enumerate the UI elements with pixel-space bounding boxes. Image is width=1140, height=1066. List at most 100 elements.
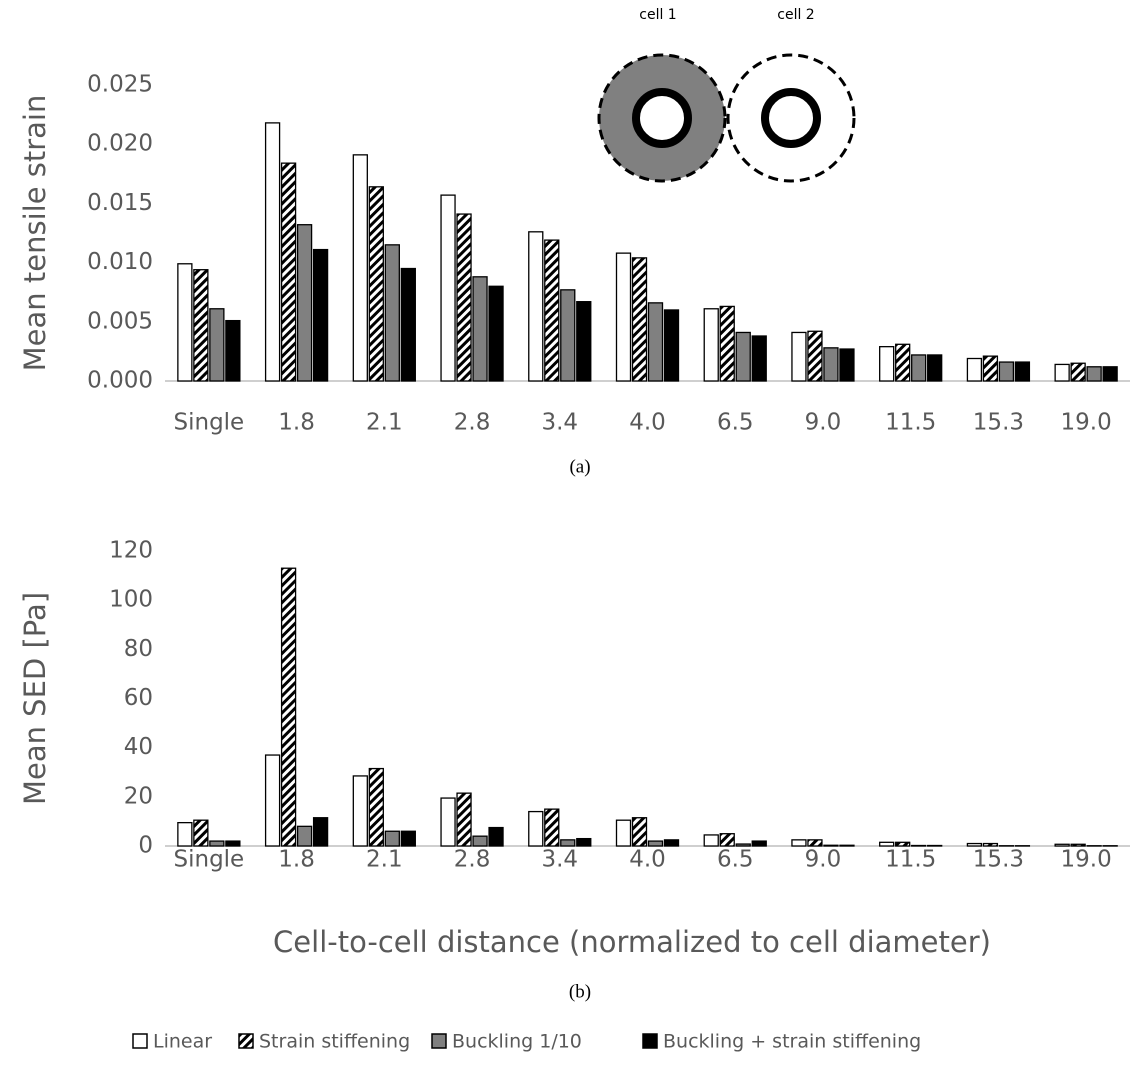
x-tick-label: 3.4: [541, 847, 578, 873]
annotation: cell 1: [639, 7, 676, 23]
bar: [1054, 363, 1070, 382]
bar: [296, 224, 313, 382]
y-tick-label: 60: [124, 685, 153, 711]
x-tick-label: 9.0: [805, 410, 842, 436]
legend-swatch: [431, 1033, 447, 1049]
bar: [352, 154, 368, 382]
bar: [280, 567, 297, 847]
y-tick-label: 100: [109, 587, 153, 613]
bar: [296, 825, 313, 847]
bar: [1054, 843, 1070, 847]
y-tick-label: 0.025: [87, 72, 153, 98]
bar: [1102, 366, 1118, 382]
bar: [264, 754, 281, 847]
x-tick-label: 6.5: [717, 410, 754, 436]
bar: [615, 252, 632, 382]
bar: [560, 839, 576, 847]
bar: [560, 289, 576, 382]
bar: [703, 834, 719, 847]
y-tick-label: 20: [124, 783, 153, 809]
bar: [791, 331, 807, 382]
bar: [823, 844, 839, 847]
bar: [528, 810, 544, 847]
bar: [264, 122, 281, 382]
bar: [647, 840, 664, 847]
bar: [982, 355, 999, 382]
bar: [384, 830, 400, 847]
x-tick-label: 15.3: [973, 410, 1024, 436]
x-tick-label: 15.3: [973, 847, 1024, 873]
inset-diagram: [597, 53, 856, 183]
legend-swatch: [132, 1033, 148, 1049]
bar: [400, 267, 416, 382]
bar: [751, 840, 767, 847]
bar: [966, 357, 983, 382]
bar: [576, 301, 592, 382]
bar: [631, 257, 648, 382]
x-tick-label: 2.8: [454, 410, 491, 436]
bar: [472, 276, 488, 382]
x-tick-label: 9.0: [805, 847, 842, 873]
y-tick-label: 40: [124, 734, 153, 760]
bar: [488, 285, 504, 382]
bar: [368, 767, 384, 847]
x-tick-label: 19.0: [1061, 410, 1112, 436]
bar: [177, 263, 193, 382]
y-tick-label: 80: [124, 636, 153, 662]
y-tick-label: 0.010: [87, 249, 153, 275]
bar: [879, 841, 895, 847]
bar: [1070, 843, 1086, 847]
bar: [719, 833, 735, 847]
bar: [751, 335, 767, 382]
legend-label: Linear: [153, 1031, 212, 1053]
bar: [177, 821, 193, 847]
bar: [982, 842, 999, 847]
legend-swatch: [238, 1033, 254, 1049]
x-tick-label: 4.0: [629, 410, 666, 436]
bar: [352, 775, 368, 847]
bar: [576, 837, 592, 847]
bar: [807, 839, 823, 847]
bar: [312, 817, 329, 847]
bar: [456, 213, 472, 382]
bar: [225, 840, 241, 847]
bar: [879, 346, 895, 382]
bar: [280, 162, 297, 382]
x-tick-label: 2.1: [366, 410, 403, 436]
y-tick-label: 0.005: [87, 308, 153, 334]
y-axis-title: Mean SED [Pa]: [18, 592, 52, 805]
bar: [807, 330, 823, 382]
y-axis-title: Mean tensile strain: [18, 95, 52, 372]
bar: [839, 844, 855, 847]
caption: (b): [569, 981, 591, 1002]
bar: [456, 792, 472, 847]
bar: [927, 354, 943, 382]
bar: [615, 819, 632, 847]
bar: [703, 308, 719, 382]
x-tick-label: Single: [174, 847, 245, 873]
bar: [368, 186, 384, 382]
bar: [895, 841, 911, 847]
bar: [719, 305, 735, 382]
bar: [193, 819, 209, 847]
bar: [400, 830, 416, 847]
y-tick-label: 120: [109, 538, 153, 564]
caption: (a): [569, 456, 590, 477]
bar: [193, 269, 209, 382]
bar: [895, 343, 911, 382]
bar: [209, 840, 225, 847]
y-tick-label: 0.000: [87, 368, 153, 394]
bar: [823, 347, 839, 382]
legend-swatch: [642, 1033, 658, 1049]
bar: [472, 835, 488, 847]
bar: [966, 842, 983, 847]
x-tick-label: 2.1: [366, 847, 403, 873]
legend-label: Buckling + strain stiffening: [663, 1031, 921, 1053]
annotation: cell 2: [777, 7, 814, 23]
bar: [384, 244, 400, 382]
bar: [1086, 366, 1102, 382]
bar: [791, 839, 807, 847]
bar: [312, 248, 329, 382]
x-tick-label: 4.0: [629, 847, 666, 873]
y-tick-label: 0.020: [87, 131, 153, 157]
